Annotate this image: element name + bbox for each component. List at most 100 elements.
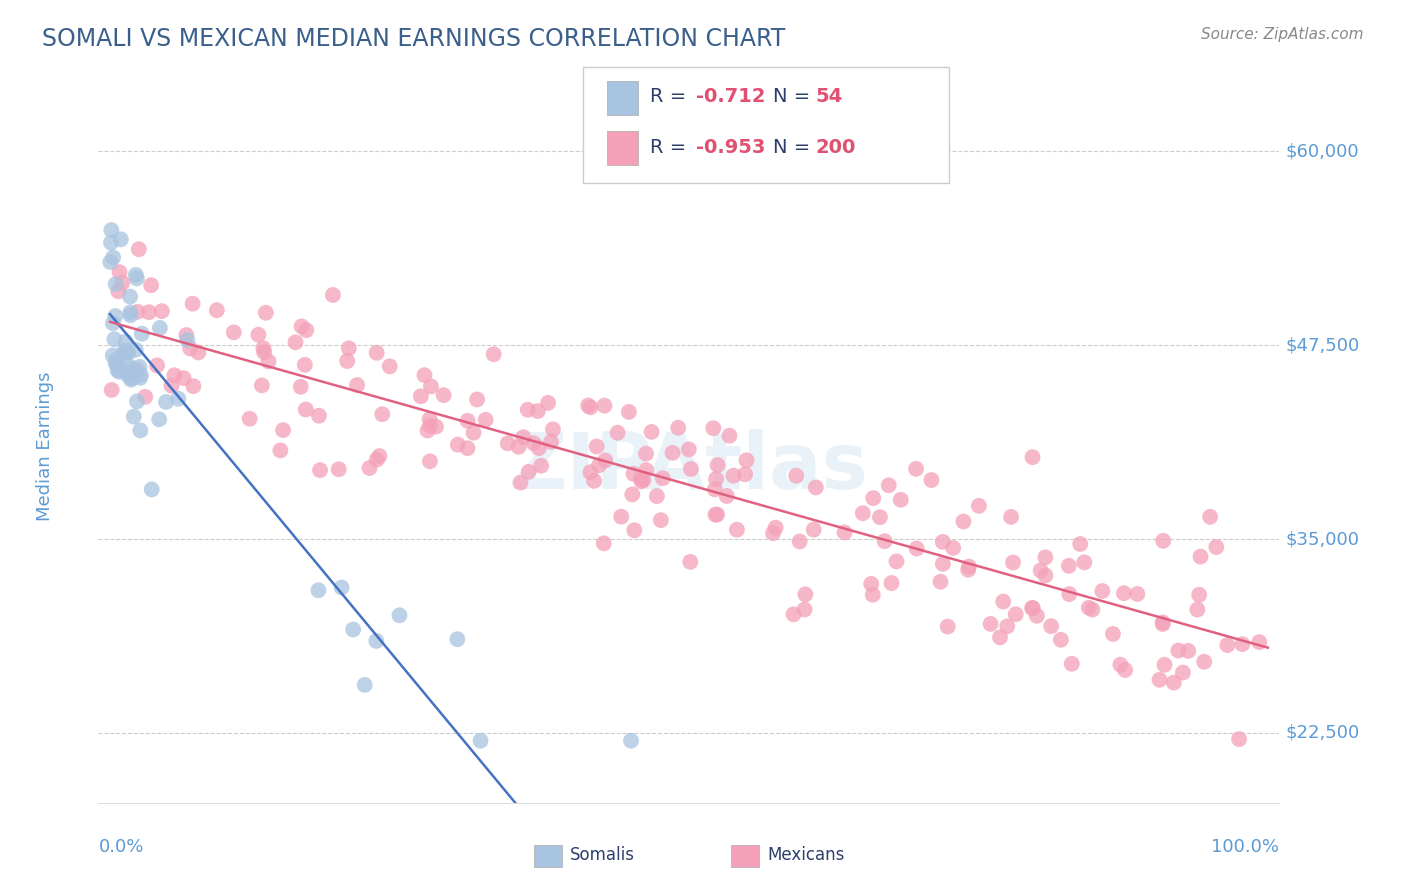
Point [702, 421, 724, 435]
Point [250, 378, 273, 392]
Point [105, 353, 128, 368]
Point [100, 383, 122, 397]
Text: 200: 200 [815, 137, 856, 157]
Point [661, 446, 683, 460]
Point [1171, 665, 1194, 680]
Point [128, 359, 150, 374]
Point [995, 619, 1018, 633]
Point [1035, 568, 1057, 582]
Point [155, 395, 177, 409]
Point [1112, 586, 1135, 600]
Point [183, 379, 205, 393]
Point [456, 441, 478, 455]
Point [762, 526, 785, 541]
Point [111, 346, 134, 360]
Point [295, 323, 318, 337]
Point [704, 472, 727, 486]
Point [120, 289, 142, 303]
Point [593, 399, 616, 413]
Point [636, 463, 658, 477]
Point [706, 458, 728, 472]
Point [873, 534, 896, 549]
Point [1227, 732, 1250, 747]
Point [1205, 540, 1227, 554]
Point [942, 541, 965, 555]
Point [100, 235, 122, 250]
Text: $22,500: $22,500 [1285, 724, 1360, 742]
Point [929, 574, 952, 589]
Point [1102, 627, 1125, 641]
Point [128, 242, 150, 256]
Point [1040, 619, 1063, 633]
Point [104, 309, 127, 323]
Point [630, 471, 652, 485]
Point [1000, 510, 1022, 524]
Point [271, 423, 294, 437]
Point [419, 412, 441, 426]
Point [359, 461, 381, 475]
Point [125, 394, 148, 409]
Text: $35,000: $35,000 [1285, 530, 1360, 548]
Text: N =: N = [773, 87, 817, 106]
Point [703, 483, 725, 497]
Point [127, 305, 149, 319]
Point [1021, 601, 1043, 615]
Point [860, 577, 883, 591]
Point [1022, 601, 1045, 615]
Point [803, 523, 825, 537]
Point [718, 428, 741, 442]
Point [1002, 556, 1025, 570]
Text: Source: ZipAtlas.com: Source: ZipAtlas.com [1201, 27, 1364, 42]
Point [920, 473, 942, 487]
Point [932, 557, 955, 571]
Point [371, 407, 394, 421]
Point [121, 371, 143, 385]
Point [150, 304, 173, 318]
Point [337, 341, 360, 355]
Point [734, 467, 756, 482]
Text: R =: R = [650, 137, 692, 157]
Point [138, 305, 160, 319]
Point [537, 396, 560, 410]
Point [509, 475, 531, 490]
Point [419, 454, 441, 468]
Point [181, 296, 204, 310]
Point [1077, 600, 1099, 615]
Point [794, 587, 817, 601]
Point [105, 356, 128, 370]
Point [765, 521, 787, 535]
Point [804, 480, 827, 494]
Point [957, 563, 980, 577]
Point [1152, 533, 1174, 548]
Point [413, 368, 436, 383]
Point [785, 468, 807, 483]
Point [516, 402, 538, 417]
Point [100, 223, 122, 237]
Point [723, 468, 745, 483]
Text: R =: R = [650, 87, 692, 106]
Point [125, 343, 148, 357]
Point [621, 487, 644, 501]
Point [294, 402, 316, 417]
Point [523, 436, 546, 450]
Point [101, 316, 124, 330]
Point [187, 345, 209, 359]
Point [129, 371, 152, 385]
Point [409, 389, 432, 403]
Point [834, 525, 856, 540]
Point [1199, 509, 1222, 524]
Point [104, 277, 127, 292]
Point [446, 632, 468, 647]
Text: $47,500: $47,500 [1285, 336, 1360, 354]
Point [474, 413, 496, 427]
Point [527, 404, 550, 418]
Point [110, 232, 132, 246]
Point [366, 633, 388, 648]
Point [125, 363, 148, 377]
Point [129, 368, 152, 382]
Point [588, 458, 610, 473]
Point [1069, 537, 1091, 551]
Point [107, 363, 129, 377]
Point [108, 265, 131, 279]
Point [1232, 637, 1254, 651]
